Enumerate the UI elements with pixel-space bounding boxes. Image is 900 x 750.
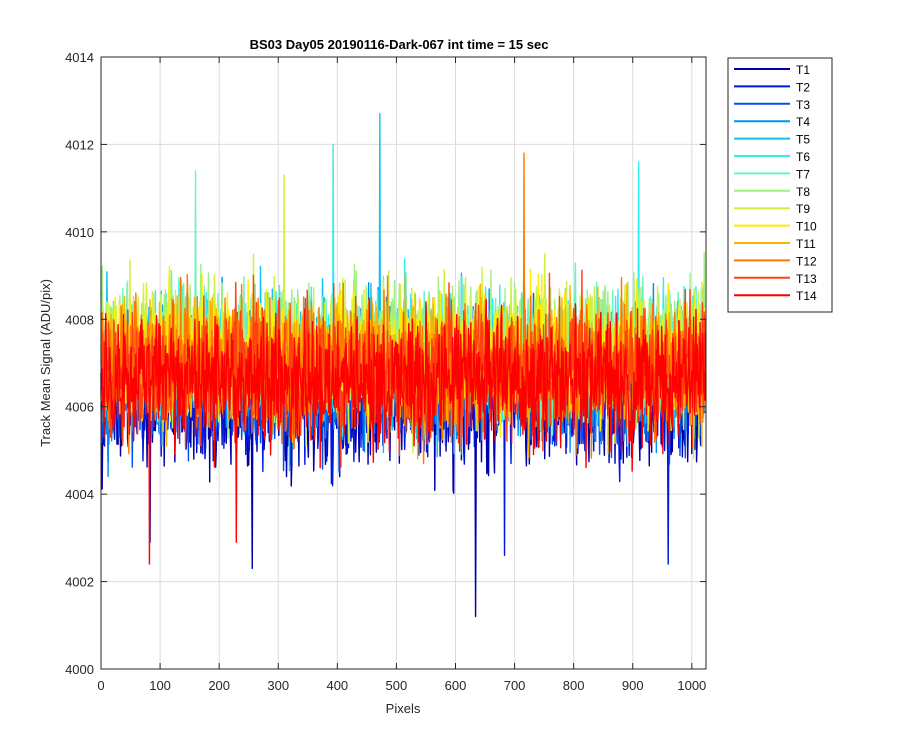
- legend-label: T14: [796, 289, 817, 303]
- x-tick-label: 300: [267, 678, 289, 693]
- legend-label: T8: [796, 185, 810, 199]
- x-tick-label: 700: [504, 678, 526, 693]
- legend-label: T4: [796, 115, 810, 129]
- legend-label: T5: [796, 133, 810, 147]
- y-tick-label: 4014: [65, 50, 94, 65]
- x-tick-label: 1000: [677, 678, 706, 693]
- plot-area: 0 100 200 300 400 500 600 700 800 900 1000 4000 4002…: [65, 50, 707, 693]
- y-tick-label: 4012: [65, 137, 94, 152]
- x-tick-label: 600: [445, 678, 467, 693]
- legend-label: T2: [796, 80, 810, 94]
- legend: T1 T2 T3 T4 T5 T6 T7 T8 T9 T10 T11 T12 T13 T14: [727, 57, 833, 313]
- legend-label: T6: [796, 150, 810, 164]
- x-tick-label: 900: [622, 678, 644, 693]
- x-tick-label: 100: [149, 678, 171, 693]
- series-line-t14: [100, 297, 707, 565]
- y-tick-label: 4004: [65, 487, 94, 502]
- legend-label: T3: [796, 98, 810, 112]
- plot-frame: [100, 56, 707, 670]
- legend-box: [727, 57, 833, 313]
- legend-label: T11: [796, 237, 816, 251]
- y-axis-label: Track Mean Signal (ADU/pix): [38, 279, 53, 447]
- chart-title: BS03 Day05 20190116-Dark-067 int time = …: [250, 37, 549, 52]
- y-tick-label: 4010: [65, 225, 94, 240]
- series-lines: [100, 113, 707, 618]
- y-tick-label: 4002: [65, 575, 94, 590]
- x-axis-label: Pixels: [386, 701, 421, 716]
- x-tick-label: 200: [208, 678, 230, 693]
- legend-label: T10: [796, 220, 817, 234]
- x-tick-label: 800: [563, 678, 585, 693]
- x-tick-label: 0: [97, 678, 104, 693]
- y-tick-label: 4000: [65, 662, 94, 677]
- legend-label: T9: [796, 202, 810, 216]
- y-tick-label: 4008: [65, 312, 94, 327]
- axis-ticks: 0 100 200 300 400 500 600 700 800 900 1000 4000 4002…: [65, 50, 706, 693]
- x-tick-label: 400: [326, 678, 348, 693]
- x-tick-label: 500: [386, 678, 408, 693]
- legend-label: T13: [796, 272, 817, 286]
- legend-label: T1: [796, 63, 810, 77]
- y-tick-label: 4006: [65, 400, 94, 415]
- legend-label: T7: [796, 167, 810, 181]
- legend-label: T12: [796, 254, 817, 268]
